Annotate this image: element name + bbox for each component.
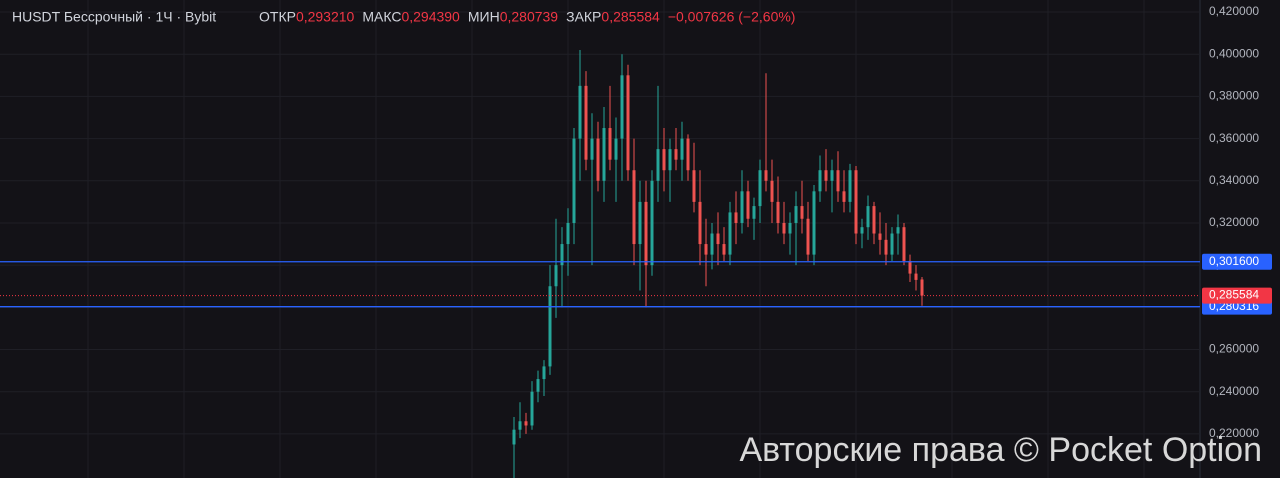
y-tick-label: 0,240000: [1209, 384, 1259, 398]
candle-body: [644, 201, 648, 266]
candle-body: [854, 170, 858, 234]
symbol: HUSDT Бессрочный · 1Ч · Bybit: [12, 9, 216, 25]
candle-body: [818, 170, 822, 192]
candle-body: [908, 260, 912, 274]
candle-body: [632, 170, 636, 245]
candle-body: [602, 128, 606, 181]
candle-body: [686, 138, 690, 171]
candle-body: [824, 170, 828, 181]
candle-body: [794, 206, 798, 223]
candle-body: [524, 421, 528, 426]
candle-body: [530, 391, 534, 426]
candle-body: [866, 206, 870, 228]
candle-body: [806, 218, 810, 255]
ohlc-value: 0,293210: [296, 9, 355, 25]
y-tick-label: 0,260000: [1209, 342, 1259, 356]
candle-body: [656, 149, 660, 181]
candle-body: [710, 233, 714, 255]
candle-body: [878, 233, 882, 240]
ohlc-name: ОТКР: [259, 9, 296, 25]
candle-body: [722, 244, 726, 255]
candle-body: [548, 286, 552, 367]
candle-body: [692, 170, 696, 202]
candle-body: [764, 170, 768, 181]
watermark: Авторские права © Pocket Option: [739, 431, 1262, 469]
candle-body: [536, 379, 540, 392]
price-tag-label: 0,301600: [1209, 254, 1259, 268]
ohlc-change: −0,007626 (−2,60%): [668, 9, 796, 25]
candle-body: [554, 265, 558, 287]
candle-body: [560, 244, 564, 266]
ohlc-header: ОТКР 0,293210 МАКС 0,294390 МИН 0,280739 ЗАКР 0…: [259, 9, 795, 25]
candle-body: [608, 128, 612, 160]
y-tick-label: 0,220000: [1209, 426, 1259, 440]
vertical-grid: [87, 0, 1145, 478]
candle-body: [800, 206, 804, 219]
candle-body: [812, 191, 816, 255]
ohlc-value: 0,280739: [500, 9, 559, 25]
candle-body: [836, 170, 840, 192]
plot: 0,2200000,2400000,2600000,2800000,300000…: [0, 4, 1272, 478]
candle-body: [578, 85, 582, 139]
candle-body: [770, 180, 774, 202]
y-tick-label: 0,420000: [1209, 4, 1259, 18]
candle-body: [680, 138, 684, 160]
candle-body: [758, 170, 762, 207]
candle-body: [704, 244, 708, 255]
ohlc-name: МАКС: [362, 9, 401, 25]
price-tag-label: 0,285584: [1209, 288, 1259, 302]
candle-body: [716, 233, 720, 245]
ohlc-value: 0,294390: [401, 9, 460, 25]
candle-body: [542, 366, 546, 380]
candle-body: [620, 75, 624, 139]
y-tick-label: 0,380000: [1209, 89, 1259, 103]
candle-body: [914, 273, 918, 280]
candle-body: [584, 85, 588, 160]
candle-body: [752, 206, 756, 219]
price-tag: [1202, 253, 1272, 270]
candle-body: [902, 227, 906, 261]
candle-body: [518, 421, 522, 430]
candle-body: [734, 212, 738, 223]
candle-body: [746, 191, 750, 219]
candle-body: [638, 201, 642, 245]
candle-body: [884, 239, 888, 255]
candle-body: [590, 138, 594, 160]
price-tag: [1202, 287, 1272, 304]
ohlc-name: ЗАКР: [566, 9, 601, 25]
candle-body: [788, 222, 792, 234]
candle-body: [614, 138, 618, 160]
candle-body: [674, 149, 678, 160]
ohlc-value: 0,285584: [601, 9, 660, 25]
candle-body: [698, 201, 702, 245]
candle-body: [782, 222, 786, 234]
y-tick-label: 0,400000: [1209, 46, 1259, 60]
y-tick-label: 0,360000: [1209, 131, 1259, 145]
candle-body: [596, 138, 600, 181]
candle-body: [848, 170, 852, 202]
candle-body: [740, 191, 744, 223]
candle-body: [572, 138, 576, 223]
candle-body: [776, 201, 780, 223]
candle-body: [662, 149, 666, 171]
candle-body: [890, 233, 894, 255]
candle-body: [728, 212, 732, 255]
candle-body: [860, 227, 864, 234]
candle-body: [842, 191, 846, 202]
candle-body: [566, 222, 570, 245]
y-tick-label: 0,320000: [1209, 215, 1259, 229]
ohlc-name: МИН: [468, 9, 500, 25]
candle-body: [512, 429, 516, 445]
candle-body: [920, 279, 924, 296]
candle-body: [626, 75, 630, 171]
candle-body: [872, 206, 876, 234]
candle-body: [830, 170, 834, 181]
y-tick-label: 0,340000: [1209, 173, 1259, 187]
candle-body: [668, 149, 672, 171]
candle-body: [896, 227, 900, 234]
candle-body: [650, 180, 654, 266]
